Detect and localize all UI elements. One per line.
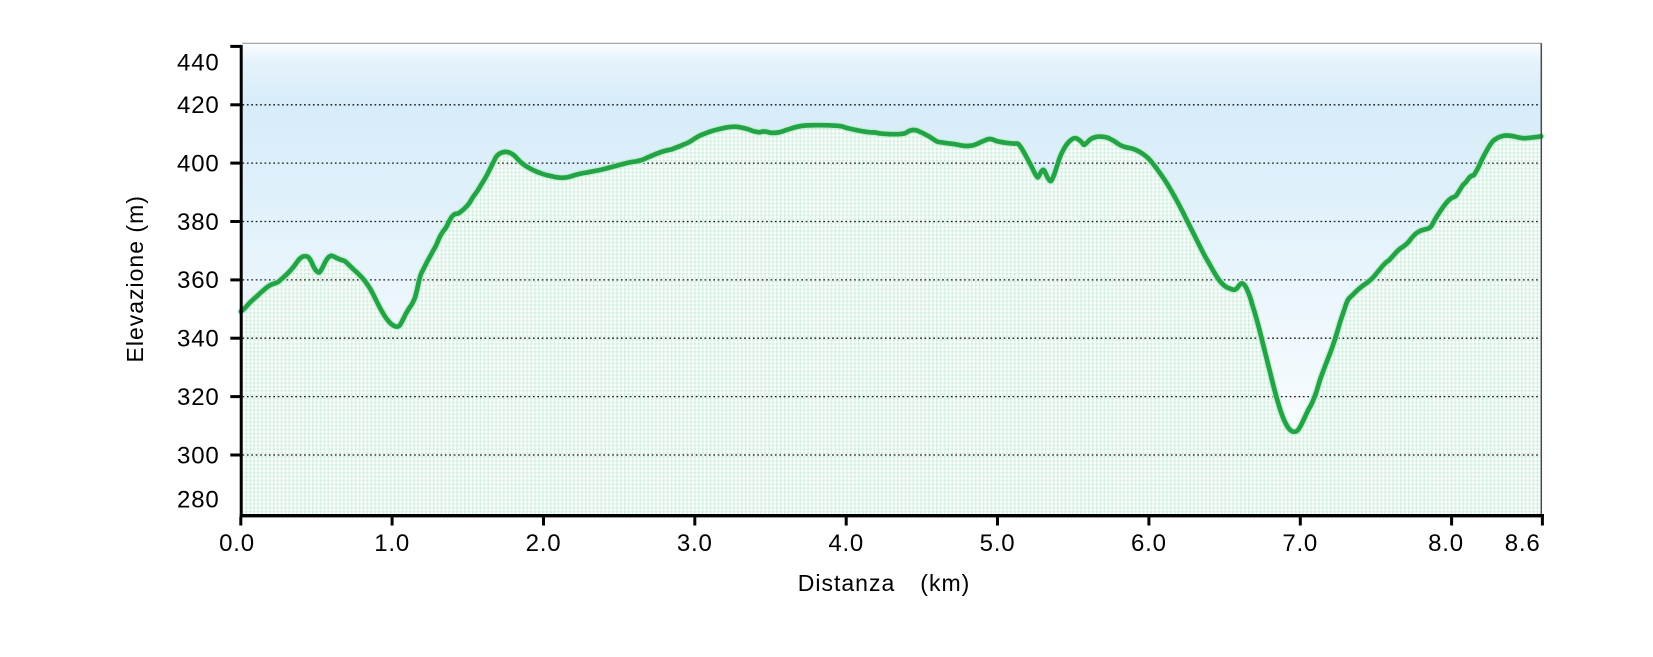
svg-text:360: 360 (177, 267, 219, 294)
svg-text:7.0: 7.0 (1282, 530, 1318, 557)
svg-text:(km): (km) (920, 570, 970, 596)
svg-text:440: 440 (177, 49, 219, 76)
svg-text:280: 280 (177, 487, 219, 514)
svg-text:380: 380 (177, 209, 219, 236)
svg-text:Elevazione (m): Elevazione (m) (122, 195, 148, 362)
svg-text:340: 340 (177, 326, 219, 353)
svg-text:Distanza: Distanza (798, 570, 895, 596)
svg-text:5.0: 5.0 (980, 530, 1016, 557)
svg-text:2.0: 2.0 (526, 530, 562, 557)
svg-text:0.0: 0.0 (219, 530, 255, 557)
svg-text:420: 420 (177, 92, 219, 119)
svg-text:1.0: 1.0 (374, 530, 410, 557)
svg-text:8.0: 8.0 (1428, 530, 1464, 557)
svg-text:320: 320 (177, 384, 219, 411)
svg-text:3.0: 3.0 (677, 530, 713, 557)
svg-text:6.0: 6.0 (1131, 530, 1167, 557)
svg-text:300: 300 (177, 442, 219, 469)
svg-text:8.6: 8.6 (1505, 530, 1541, 557)
svg-text:4.0: 4.0 (828, 530, 864, 557)
svg-text:400: 400 (177, 150, 219, 177)
